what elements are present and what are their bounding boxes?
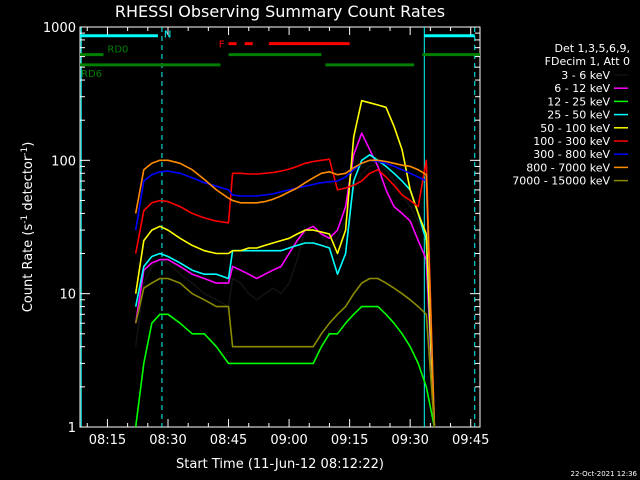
annotation-label: N [164,30,171,41]
legend: Det 1,3,5,6,9, FDecim 1, Att 0 3 - 6 keV… [512,42,630,188]
legend-entry-label: 50 - 100 keV [540,122,610,135]
legend-entry-label: 12 - 25 keV [547,95,610,108]
series-line [134,159,436,428]
legend-entry-label: 100 - 300 keV [533,135,610,148]
series-line [134,159,436,428]
plot-frame [79,26,481,428]
x-tick-label: 09:30 [391,433,428,448]
legend-entry-label: 300 - 800 keV [533,148,610,161]
legend-entry-label: 25 - 50 keV [547,109,610,122]
series-line [134,154,436,428]
series-line [134,305,436,428]
series-line [134,158,436,428]
annotation-bars: N F RD0 RD6 [80,30,480,80]
x-tick-label: 09:15 [331,433,368,448]
x-tick-label: 08:45 [210,433,247,448]
legend-entry-label: 6 - 12 keV [554,82,610,95]
series-layer [134,99,436,428]
y-axis-label-sup2: -1 [20,147,30,156]
series-line [134,277,436,428]
annotation-label: F [219,40,225,51]
legend-entry-label: 3 - 6 keV [561,69,610,82]
annotation-label: RD0 [107,45,128,56]
series-line [134,99,436,428]
legend-entry-label: 7000 - 15000 keV [512,175,610,188]
chart-title: RHESSI Observing Summary Count Rates [115,2,445,21]
x-ticks: 08:15 08:30 08:45 09:00 09:15 09:30 09:45 [86,27,489,448]
plot-border [79,26,481,428]
y-tick-label: 1000 [43,21,76,36]
legend-entry-label: 800 - 7000 keV [526,161,610,174]
legend-header-line-2: FDecim 1, Att 0 [545,55,630,68]
x-tick-label: 08:15 [89,433,126,448]
x-tick-label: 09:00 [270,433,307,448]
y-ticks: 1 10 100 1000 [43,21,480,436]
y-axis-label-mid: detector [21,155,36,215]
y-axis-label-main: Count Rate (s [21,224,36,313]
y-axis-label: Count Rate (s-1 detector-1) [20,142,36,313]
x-axis-label: Start Time (11-Jun-12 08:12:22) [176,457,384,472]
y-tick-label: 100 [51,154,76,169]
series-line [134,162,436,428]
footer-timestamp: 22-Oct-2021 12:36 [571,470,638,478]
x-tick-label: 09:45 [452,433,489,448]
x-tick-label: 08:30 [149,433,186,448]
y-tick-label: 10 [59,288,76,303]
legend-header-line-1: Det 1,3,5,6,9, [554,42,630,55]
y-tick-label: 1 [68,421,76,436]
annotation-label: RD6 [81,69,102,80]
y-axis-label-end: ) [21,142,36,147]
y-axis-label-sup1: -1 [20,215,30,224]
